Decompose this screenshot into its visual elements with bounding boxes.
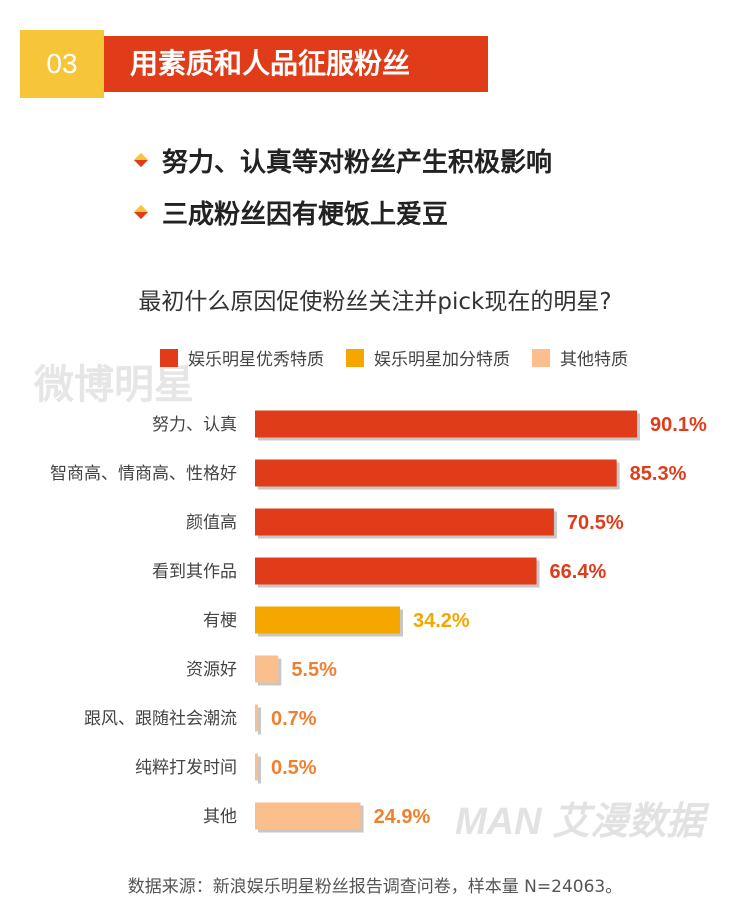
- legend-label: 娱乐明星加分特质: [374, 350, 510, 370]
- category-label: 颜值高: [186, 513, 237, 533]
- bar: [255, 557, 537, 585]
- category-label: 看到其作品: [152, 562, 237, 582]
- bar: [255, 459, 617, 487]
- category-label: 努力、认真: [152, 415, 237, 435]
- category-label: 纯粹打发时间: [135, 758, 237, 778]
- legend-swatch: [346, 348, 364, 367]
- section-number-box: [20, 30, 104, 98]
- category-label: 跟风、跟随社会潮流: [84, 709, 237, 729]
- legend-label: 娱乐明星优秀特质: [188, 350, 324, 370]
- value-label: 34.2%: [413, 610, 470, 632]
- value-label: 85.3%: [630, 463, 687, 485]
- value-label: 90.1%: [650, 414, 707, 436]
- legend-swatch: [160, 348, 178, 367]
- bullet-item: 三成粉丝因有梗饭上爱豆: [133, 192, 449, 232]
- diamond-bullet-icon: [133, 152, 149, 168]
- bar: [255, 606, 401, 634]
- bar: [255, 508, 554, 536]
- weibo-watermark: 微博明星: [34, 363, 194, 407]
- bar-chart: 努力、认真 90.1% 智商高、情商高、性格好 85.3% 颜值高 70.5% 看到其作品 6…: [50, 410, 707, 833]
- bar-shadow: [258, 756, 261, 784]
- legend-item: 其他特质: [532, 345, 628, 370]
- legend-item: 娱乐明星优秀特质: [160, 345, 324, 370]
- bar: [255, 655, 279, 683]
- section-number: 03: [46, 48, 78, 79]
- value-label: 0.7%: [271, 708, 317, 730]
- iman-watermark: MAN 艾漫数据: [455, 801, 705, 843]
- category-label: 资源好: [186, 660, 237, 680]
- bar-shadow: [258, 707, 261, 735]
- bar: [255, 410, 638, 438]
- section-header: 03 用素质和人品征服粉丝: [20, 22, 488, 98]
- legend-item: 娱乐明星加分特质: [346, 345, 510, 370]
- bullet-item: 努力、认真等对粉丝产生积极影响: [133, 140, 553, 180]
- value-label: 66.4%: [550, 561, 607, 583]
- section-title: 用素质和人品征服粉丝: [130, 47, 411, 80]
- category-label: 有梗: [203, 611, 237, 631]
- bar: [255, 802, 361, 830]
- diamond-bullet-icon: [133, 204, 149, 220]
- value-label: 0.5%: [271, 757, 317, 779]
- value-label: 24.9%: [374, 806, 431, 828]
- bullet-text: 努力、认真等对粉丝产生积极影响: [162, 147, 553, 178]
- category-label: 其他: [203, 807, 237, 827]
- bullet-text: 三成粉丝因有梗饭上爱豆: [162, 199, 449, 230]
- data-source-note: 数据来源：新浪娱乐明星粉丝报告调查问卷，样本量 N=24063。: [127, 877, 623, 897]
- chart-title: 最初什么原因促使粉丝关注并pick现在的明星?: [138, 289, 612, 315]
- bar: [255, 704, 258, 732]
- value-label: 70.5%: [567, 512, 624, 534]
- bar: [255, 753, 258, 781]
- value-label: 5.5%: [291, 659, 337, 681]
- section-title-box: [104, 36, 488, 92]
- legend-label: 其他特质: [560, 350, 628, 370]
- legend-swatch: [532, 348, 550, 367]
- chart-legend: 娱乐明星优秀特质 娱乐明星加分特质 其他特质: [160, 345, 650, 370]
- category-label: 智商高、情商高、性格好: [50, 464, 237, 484]
